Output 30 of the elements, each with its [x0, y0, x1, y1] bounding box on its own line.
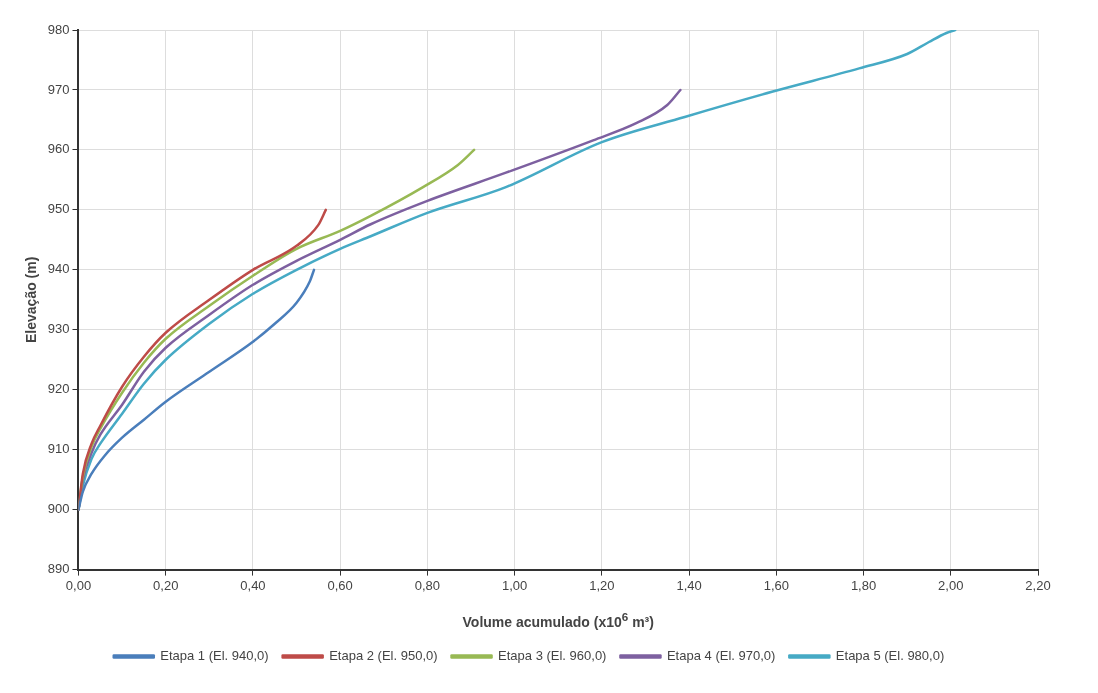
x-tick-label: 0,80 [414, 577, 441, 593]
y-tick-label: 950 [47, 201, 70, 217]
x-tick-label: 0,60 [327, 577, 353, 593]
y-tick-label: 940 [47, 261, 70, 277]
y-tick-label: 910 [47, 441, 70, 457]
legend-label: Etapa 2 (El. 950,0) [329, 648, 438, 664]
x-tick-label: 1,40 [676, 577, 702, 593]
y-tick-label: 960 [47, 141, 70, 157]
x-tick-label: 1,00 [501, 577, 528, 593]
legend-label: Etapa 1 (El. 940,0) [160, 648, 269, 664]
x-tick-label: 0,20 [153, 577, 179, 593]
legend-label: Etapa 3 (El. 960,0) [498, 648, 607, 664]
x-tick-label: 1,20 [589, 577, 615, 593]
x-tick-label: 1,80 [850, 577, 877, 593]
x-tick-label: 2,00 [938, 577, 964, 593]
legend-label: Etapa 5 (El. 980,0) [835, 648, 945, 664]
y-tick-label: 930 [47, 321, 70, 337]
x-axis-title: Volume acumulado (x10$^{6}$ m³) [461, 610, 655, 630]
x-tick-label: 0,40 [240, 577, 266, 593]
x-tick-label: 1,60 [763, 577, 789, 593]
y-tick-label: 980 [47, 21, 70, 37]
line-series [78, 268, 316, 511]
y-axis-title: Elevação (m) [23, 256, 40, 343]
x-tick-label: 2,20 [1025, 577, 1051, 593]
y-tick-label: 900 [47, 501, 70, 517]
y-tick-label: 920 [47, 381, 70, 397]
legend-label: Etapa 4 (El. 970,0) [666, 648, 776, 664]
y-tick-label: 890 [47, 561, 70, 577]
y-tick-label: 970 [47, 81, 70, 97]
x-tick-label: 0,00 [65, 577, 92, 593]
